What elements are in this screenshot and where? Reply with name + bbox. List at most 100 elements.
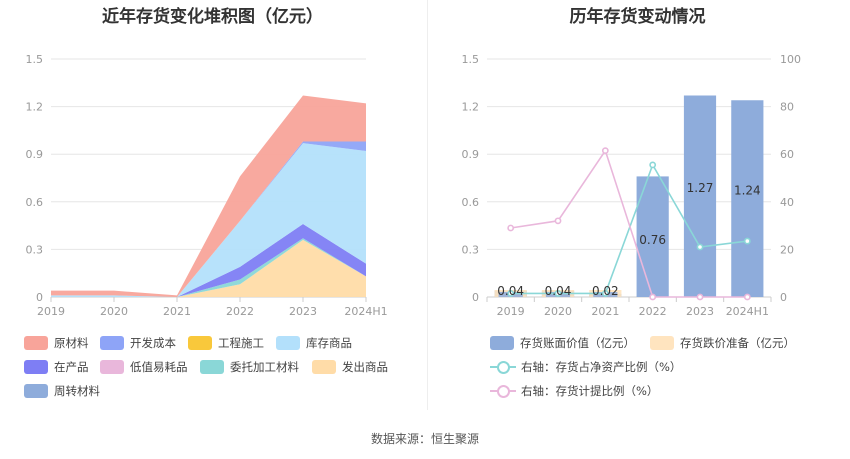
bar-book-value [683,95,717,297]
legend-item-goods-shipped[interactable]: 发出商品 [312,359,388,375]
line-point [696,243,704,251]
line-point [601,290,609,297]
x-tick-label: 2021 [591,305,619,318]
legend-swatch [24,360,48,374]
line-series-0 [510,163,748,295]
x-tick-label: 2019 [497,305,525,318]
legend-item-development-cost[interactable]: 开发成本 [100,335,176,351]
y-tick-label: 0.9 [26,148,44,161]
y-right-tick-label: 100 [780,53,801,66]
legend-swatch [188,336,212,350]
y-left-tick-label: 0.9 [462,148,480,161]
legend-label: 右轴：存货占净资产比例（%） [521,360,682,374]
data-source: 数据来源：恒生聚源 [370,432,479,446]
x-tick-label: 2024H1 [726,305,769,318]
area-原材料 [51,95,366,297]
y-right-tick-label: 0 [780,291,787,304]
bar-value-label: 0.04 [545,284,572,298]
x-tick-label: 2020 [544,305,572,318]
legend-item-wip[interactable]: 在产品 [24,359,89,375]
panel-divider [427,0,428,410]
y-right-tick-label: 80 [780,101,794,114]
legend-line-swatch [490,384,516,398]
bar-value-label: 0.76 [639,233,666,247]
legend-item-turnover-materials[interactable]: 周转材料 [24,383,100,399]
legend-item-provision-ratio[interactable]: 右轴：存货计提比例（%） [490,383,658,399]
line-point [554,290,562,297]
legend-label: 低值易耗品 [130,360,188,374]
x-tick-label: 2020 [100,305,128,318]
y-tick-label: 0.6 [26,196,44,209]
y-right-tick-label: 20 [780,243,794,256]
legend-label: 库存商品 [306,336,352,350]
y-right-tick-label: 40 [780,196,794,209]
legend-item-impairment[interactable]: 存货跌价准备（亿元） [650,335,795,351]
x-tick-label: 2022 [639,305,667,318]
bar-value-label: 1.24 [734,184,761,198]
y-left-tick-label: 1.2 [462,101,480,114]
y-left-tick-label: 1.5 [462,53,480,66]
legend-swatch [490,336,514,350]
legend-item-low-value[interactable]: 低值易耗品 [100,359,188,375]
y-left-tick-label: 0.3 [462,243,480,256]
legend-swatch [276,336,300,350]
legend-label: 周转材料 [54,384,100,398]
x-tick-label: 2022 [226,305,254,318]
legend-item-construction[interactable]: 工程施工 [188,335,264,351]
legend-swatch [200,360,224,374]
line-point [601,147,609,155]
line-series-1 [510,148,748,298]
legend-line-swatch [490,360,516,374]
y-tick-label: 0.3 [26,243,44,256]
y-tick-label: 0 [36,291,43,304]
legend-label: 右轴：存货计提比例（%） [521,384,659,398]
line-point [554,217,562,225]
legend-swatch [100,336,124,350]
right-chart-title: 历年存货变动情况 [569,7,706,27]
legend-item-book-value[interactable]: 存货账面价值（亿元） [490,335,635,351]
line-point [507,290,515,297]
legend-label: 存货跌价准备（亿元） [680,336,795,350]
legend-label: 发出商品 [342,360,388,374]
legend-item-finished-goods[interactable]: 库存商品 [276,335,352,351]
x-tick-label: 2023 [289,305,317,318]
legend-label: 委托加工材料 [230,360,299,374]
y-right-tick-label: 60 [780,148,794,161]
legend-label: 在产品 [54,360,89,374]
line-point [743,293,751,301]
line-point [649,293,657,301]
line-point [507,224,515,232]
left-chart-title: 近年存货变化堆积图（亿元） [102,7,323,27]
y-left-tick-label: 0.6 [462,196,480,209]
area-发出商品 [51,239,366,297]
x-tick-label: 2019 [37,305,65,318]
area-在产品 [51,224,366,297]
legend-swatch [24,384,48,398]
bar-book-value [731,100,764,298]
bar-value-label: 0.02 [592,284,619,298]
legend-swatch [100,360,124,374]
y-tick-label: 1.5 [26,53,44,66]
legend-swatch [650,336,674,350]
legend-label: 原材料 [54,336,89,350]
line-point [743,237,751,245]
area-库存商品 [51,143,366,297]
x-tick-label: 2021 [163,305,191,318]
line-point [649,161,657,169]
line-point [696,293,704,301]
y-left-tick-label: 0 [472,291,479,304]
bar-value-label: 1.27 [687,181,714,195]
legend-swatch [312,360,336,374]
legend-item-consigned-processing[interactable]: 委托加工材料 [200,359,299,375]
legend-label: 开发成本 [130,336,176,350]
x-tick-label: 2023 [686,305,714,318]
bar-value-label: 0.04 [497,284,524,298]
legend-item-net-asset-ratio[interactable]: 右轴：存货占净资产比例（%） [490,359,681,375]
bar-book-value [636,176,669,297]
legend-label: 存货账面价值（亿元） [520,336,635,350]
legend-swatch [24,336,48,350]
legend-item-raw-materials[interactable]: 原材料 [24,335,89,351]
x-tick-label: 2024H1 [344,305,387,318]
y-tick-label: 1.2 [26,101,44,114]
